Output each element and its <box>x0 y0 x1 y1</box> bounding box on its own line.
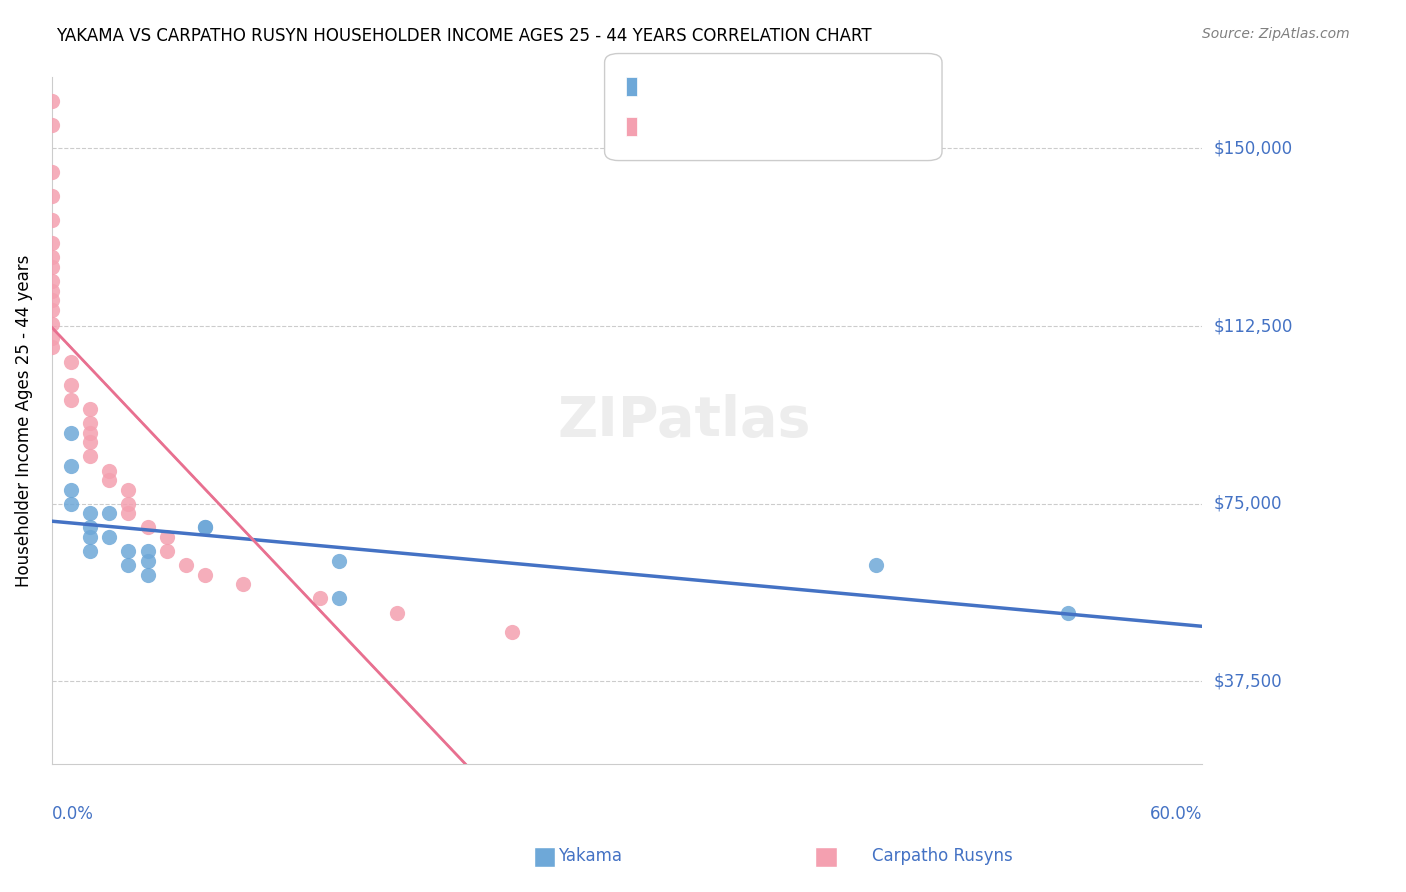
Point <box>98 473 121 487</box>
Point <box>117 483 139 497</box>
Point <box>41 274 63 288</box>
Point <box>41 118 63 132</box>
Point <box>117 497 139 511</box>
Point <box>79 402 101 417</box>
Point <box>136 544 159 558</box>
Point <box>41 317 63 331</box>
Point <box>41 341 63 355</box>
Point <box>117 558 139 573</box>
Point <box>328 553 350 567</box>
Point <box>59 354 82 368</box>
Point <box>79 416 101 430</box>
Text: 0.0%: 0.0% <box>52 805 94 823</box>
Point <box>98 464 121 478</box>
Y-axis label: Householder Income Ages 25 - 44 years: Householder Income Ages 25 - 44 years <box>15 255 32 587</box>
Point <box>79 520 101 534</box>
Point <box>41 293 63 307</box>
Point <box>98 506 121 520</box>
Point <box>98 530 121 544</box>
Point <box>59 392 82 407</box>
Point <box>59 378 82 392</box>
Point <box>385 606 408 620</box>
Point <box>328 591 350 606</box>
Point <box>136 520 159 534</box>
Point <box>136 567 159 582</box>
Point <box>79 450 101 464</box>
Point <box>41 236 63 251</box>
Point <box>59 483 82 497</box>
Point <box>41 284 63 298</box>
Point <box>79 425 101 440</box>
Point <box>41 251 63 265</box>
Text: R =  0.060   N = 37: R = 0.060 N = 37 <box>640 118 789 132</box>
Point <box>41 260 63 274</box>
Point <box>41 302 63 317</box>
Point <box>309 591 332 606</box>
Point <box>41 331 63 345</box>
Point <box>59 458 82 473</box>
Text: R = -0.451   N = 21: R = -0.451 N = 21 <box>640 78 790 92</box>
Point <box>1057 606 1080 620</box>
Point <box>232 577 254 591</box>
Text: ZIPatlas: ZIPatlas <box>558 394 811 448</box>
Point <box>41 189 63 203</box>
Point <box>194 567 217 582</box>
Point <box>41 212 63 227</box>
Point <box>41 165 63 179</box>
Point <box>79 506 101 520</box>
Point <box>501 624 523 639</box>
Point <box>117 506 139 520</box>
Text: $75,000: $75,000 <box>1213 495 1282 513</box>
Text: YAKAMA VS CARPATHO RUSYN HOUSEHOLDER INCOME AGES 25 - 44 YEARS CORRELATION CHART: YAKAMA VS CARPATHO RUSYN HOUSEHOLDER INC… <box>56 27 872 45</box>
Text: Yakama: Yakama <box>558 847 623 865</box>
Point <box>59 425 82 440</box>
Text: 60.0%: 60.0% <box>1150 805 1202 823</box>
Point <box>156 530 179 544</box>
Point <box>79 544 101 558</box>
Point <box>59 497 82 511</box>
Text: $150,000: $150,000 <box>1213 139 1292 158</box>
Point <box>194 520 217 534</box>
Text: $37,500: $37,500 <box>1213 673 1282 690</box>
Text: Carpatho Rusyns: Carpatho Rusyns <box>872 847 1012 865</box>
Text: Source: ZipAtlas.com: Source: ZipAtlas.com <box>1202 27 1350 41</box>
Point <box>79 435 101 450</box>
Point <box>136 553 159 567</box>
Point <box>156 544 179 558</box>
Point <box>865 558 887 573</box>
Text: $112,500: $112,500 <box>1213 318 1292 335</box>
Point <box>41 94 63 108</box>
Point <box>79 530 101 544</box>
Point <box>194 520 217 534</box>
Point <box>117 544 139 558</box>
Point <box>174 558 197 573</box>
